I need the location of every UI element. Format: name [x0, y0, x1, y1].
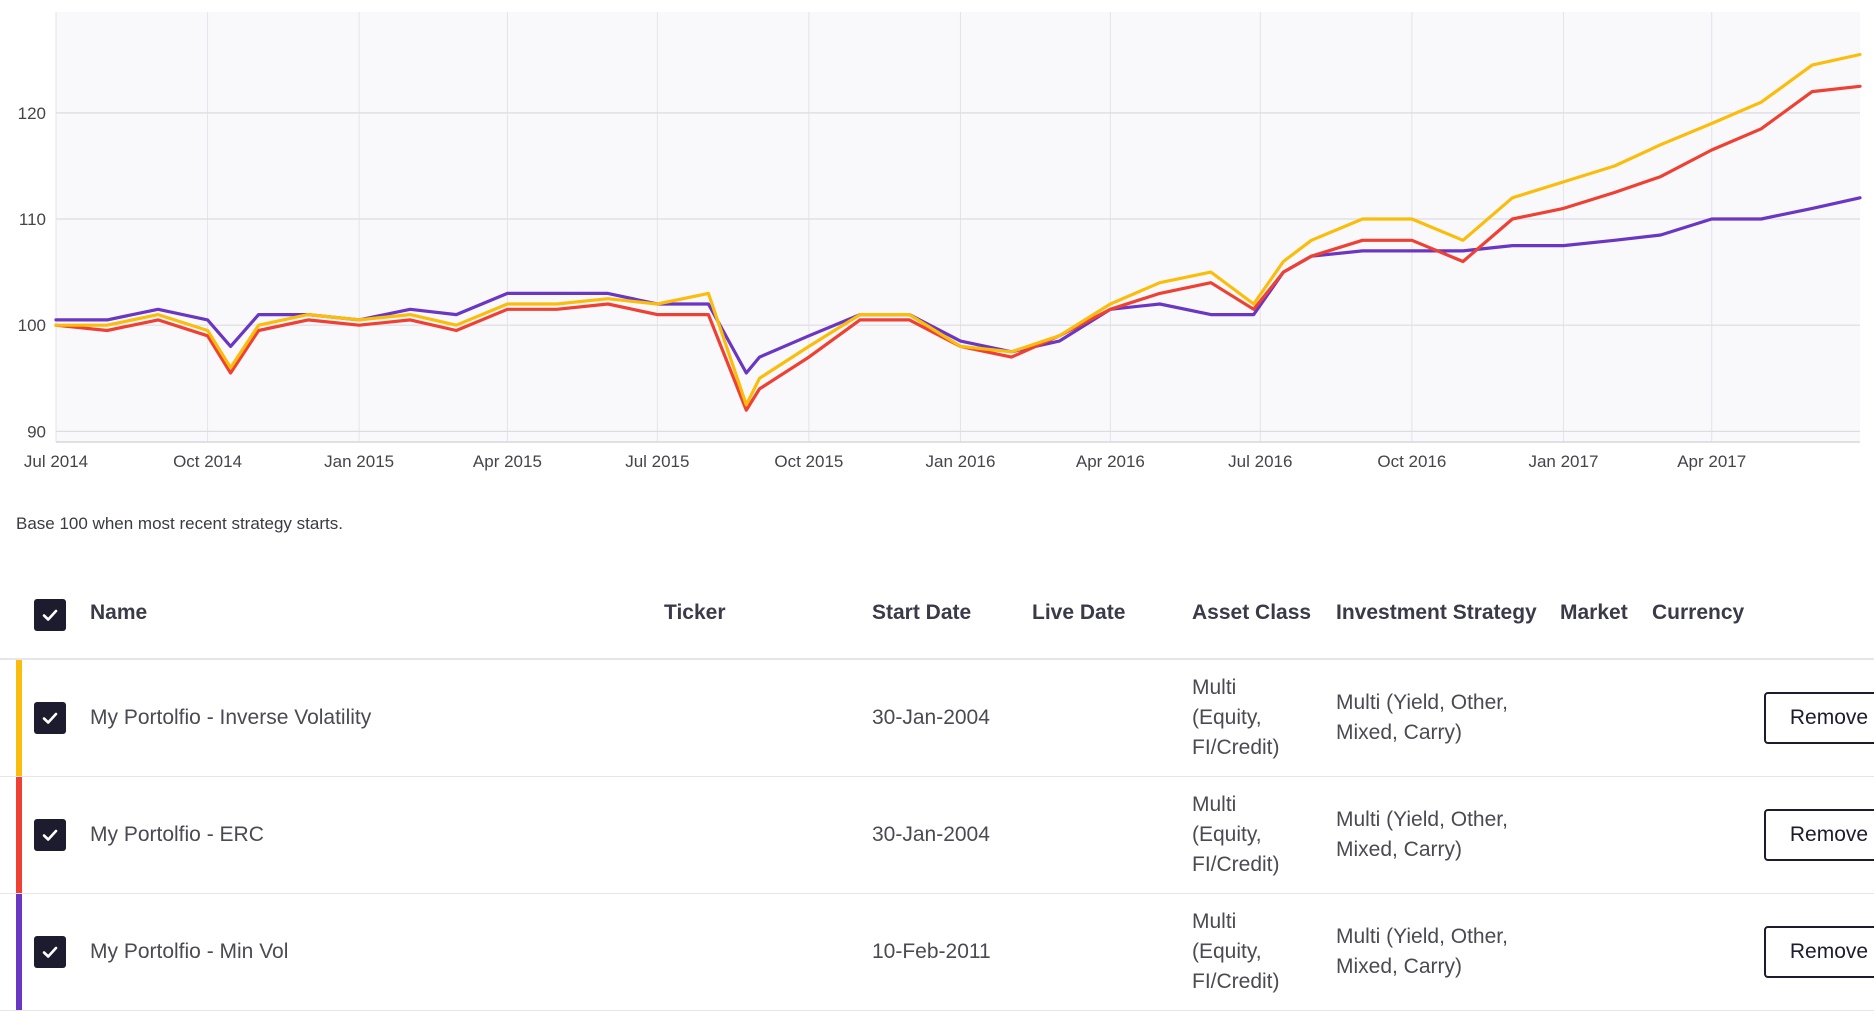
series-line: [54, 52, 1862, 407]
start-date-value: 30-Jan-2004: [872, 706, 990, 729]
select-all-checkbox[interactable]: [34, 599, 66, 631]
check-icon: [42, 712, 58, 724]
y-tick-label: 110: [19, 210, 46, 229]
remove-button[interactable]: Remove: [1764, 809, 1874, 861]
row-checkbox[interactable]: [34, 936, 66, 968]
asset-class-value: Multi (Equity, FI/Credit): [1192, 793, 1280, 876]
asset-class-value: Multi (Equity, FI/Credit): [1192, 676, 1280, 759]
start-date-value: 30-Jan-2004: [872, 823, 990, 846]
series-color-bar: [16, 660, 22, 776]
base-note: Base 100 when most recent strategy start…: [16, 514, 343, 533]
check-icon: [42, 829, 58, 841]
investment-strategy-value: Multi (Yield, Other, Mixed, Carry): [1336, 691, 1508, 744]
series-color-bar: [16, 777, 22, 893]
x-tick-label: Jan 2015: [324, 452, 394, 471]
y-tick-label: 120: [18, 104, 46, 123]
x-tick-label: Oct 2015: [774, 452, 843, 471]
check-icon: [42, 609, 58, 621]
row-checkbox[interactable]: [34, 702, 66, 734]
table-row: My Portolfio - Inverse Volatility 30-Jan…: [0, 660, 1874, 777]
table-header-row: Name Ticker Start Date Live Date Asset C…: [0, 568, 1874, 660]
header-name[interactable]: Name: [90, 601, 148, 624]
series-color-bar: [16, 894, 22, 1010]
strategy-name[interactable]: My Portolfio - Inverse Volatility: [90, 706, 372, 729]
header-start-date[interactable]: Start Date: [872, 601, 972, 624]
x-tick-label: Oct 2014: [173, 452, 242, 471]
asset-class-value: Multi (Equity, FI/Credit): [1192, 910, 1280, 993]
header-currency[interactable]: Currency: [1652, 601, 1745, 624]
x-tick-label: Jan 2017: [1528, 452, 1598, 471]
y-tick-label: 90: [27, 422, 46, 441]
remove-button[interactable]: Remove: [1764, 926, 1874, 978]
remove-button[interactable]: Remove: [1764, 692, 1874, 744]
header-live-date[interactable]: Live Date: [1032, 601, 1126, 624]
y-tick-label: 100: [18, 316, 46, 335]
strategy-name[interactable]: My Portolfio - ERC: [90, 823, 264, 846]
series-line: [54, 84, 1862, 412]
x-tick-label: Jul 2015: [625, 452, 689, 471]
row-checkbox[interactable]: [34, 819, 66, 851]
header-asset-class[interactable]: Asset Class: [1192, 601, 1312, 624]
strategy-name[interactable]: My Portolfio - Min Vol: [90, 940, 289, 963]
x-tick-label: Jul 2016: [1228, 452, 1292, 471]
strategy-table: Name Ticker Start Date Live Date Asset C…: [0, 568, 1874, 1011]
header-market[interactable]: Market: [1560, 601, 1628, 624]
x-tick-label: Jan 2016: [925, 452, 995, 471]
investment-strategy-value: Multi (Yield, Other, Mixed, Carry): [1336, 925, 1508, 978]
performance-chart: Jul 2014 Oct 2014 Jan 2015 Apr 2015 Jul 2015…: [0, 0, 1874, 490]
header-investment-strategy[interactable]: Investment Strategy: [1336, 601, 1537, 624]
x-tick-label: Apr 2015: [473, 452, 542, 471]
x-tick-label: Jul 2014: [24, 452, 88, 471]
table-row: My Portolfio - ERC 30-Jan-2004 Multi (Eq…: [0, 777, 1874, 894]
chart-svg: Jul 2014 Oct 2014 Jan 2015 Apr 2015 Jul 2015…: [18, 12, 1862, 471]
header-ticker[interactable]: Ticker: [664, 601, 726, 624]
x-tick-label: Apr 2017: [1677, 452, 1746, 471]
investment-strategy-value: Multi (Yield, Other, Mixed, Carry): [1336, 808, 1508, 861]
check-icon: [42, 946, 58, 958]
plot-area: [56, 12, 1860, 442]
x-tick-label: Oct 2016: [1377, 452, 1446, 471]
table-row: My Portolfio - Min Vol 10-Feb-2011 Multi…: [0, 894, 1874, 1011]
start-date-value: 10-Feb-2011: [872, 940, 991, 963]
x-tick-label: Apr 2016: [1076, 452, 1145, 471]
